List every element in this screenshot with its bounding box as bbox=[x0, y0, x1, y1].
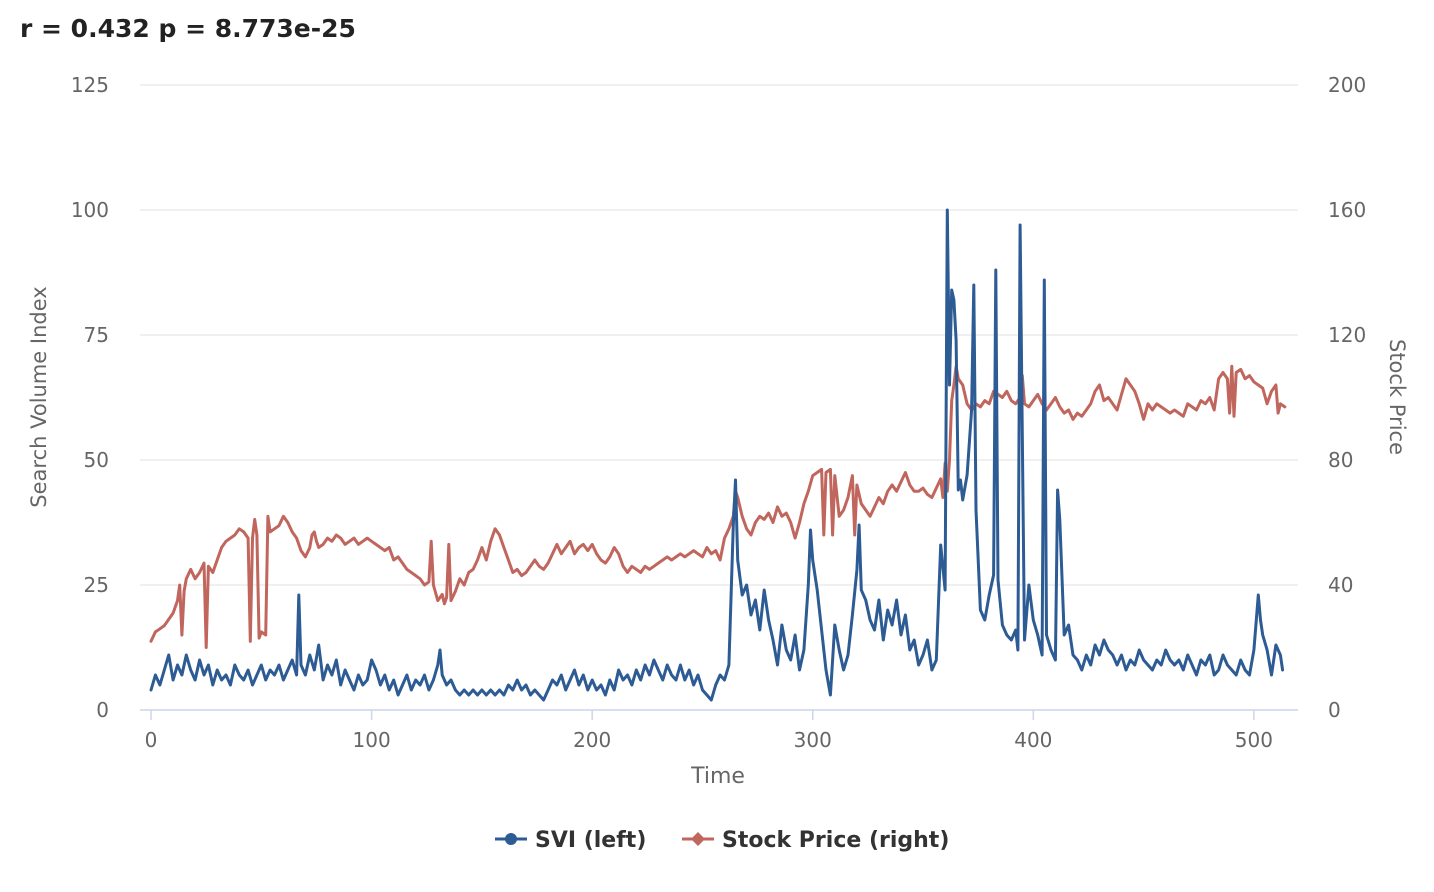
legend-item-svi[interactable]: SVI (left) bbox=[495, 828, 646, 853]
legend-circle-icon bbox=[505, 833, 517, 845]
left-tick-label: 0 bbox=[96, 698, 109, 722]
right-tick-label: 160 bbox=[1328, 198, 1366, 222]
series-line-stock-price bbox=[149, 364, 1287, 649]
right-axis-ticks: 0 40 80 120 160 200 bbox=[1328, 73, 1366, 722]
x-axis-ticks: 0 100 200 300 400 500 bbox=[145, 710, 1273, 752]
right-tick-label: 0 bbox=[1328, 698, 1341, 722]
legend-diamond-icon bbox=[691, 832, 705, 846]
x-tick-label: 500 bbox=[1235, 728, 1273, 752]
left-tick-label: 100 bbox=[71, 198, 109, 222]
legend: SVI (left) Stock Price (right) bbox=[495, 828, 949, 853]
left-tick-label: 125 bbox=[71, 73, 109, 97]
right-tick-label: 120 bbox=[1328, 323, 1366, 347]
left-axis-ticks: 0 25 50 75 100 125 bbox=[71, 73, 109, 722]
left-tick-label: 75 bbox=[84, 323, 109, 347]
x-tick-label: 400 bbox=[1014, 728, 1052, 752]
legend-label-price: Stock Price (right) bbox=[722, 828, 949, 853]
series-line-svi bbox=[149, 208, 1285, 702]
chart-title: r = 0.432 p = 8.773e-25 bbox=[20, 14, 356, 43]
right-tick-label: 40 bbox=[1328, 573, 1353, 597]
grid-lines bbox=[140, 84, 1298, 586]
x-tick-label: 200 bbox=[573, 728, 611, 752]
right-tick-label: 80 bbox=[1328, 448, 1353, 472]
left-tick-label: 50 bbox=[84, 448, 109, 472]
x-tick-label: 100 bbox=[353, 728, 391, 752]
legend-label-svi: SVI (left) bbox=[535, 828, 646, 853]
right-tick-label: 200 bbox=[1328, 73, 1366, 97]
right-axis-title: Stock Price bbox=[1385, 339, 1409, 455]
left-tick-label: 25 bbox=[84, 573, 109, 597]
series-layer bbox=[149, 208, 1287, 702]
x-tick-label: 0 bbox=[145, 728, 158, 752]
x-tick-label: 300 bbox=[794, 728, 832, 752]
x-axis-title: Time bbox=[690, 764, 745, 789]
legend-item-price[interactable]: Stock Price (right) bbox=[682, 828, 949, 853]
left-axis-title: Search Volume Index bbox=[27, 286, 51, 507]
